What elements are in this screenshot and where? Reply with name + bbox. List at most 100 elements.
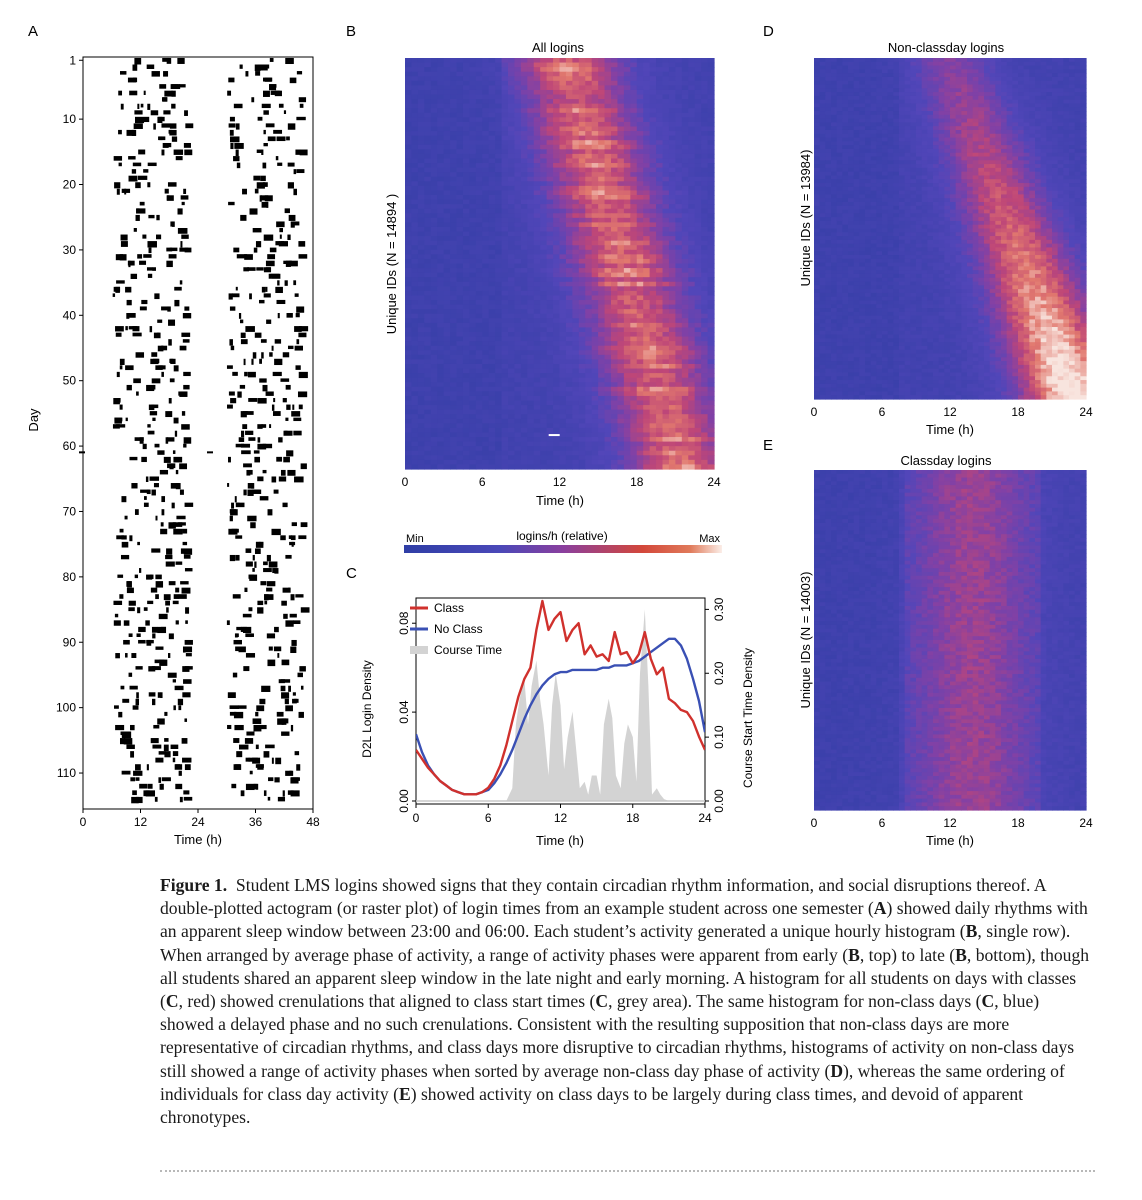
heat-cell [668,80,676,86]
heat-cell [617,195,625,201]
heat-cell [559,427,567,434]
heat-cell [643,208,651,214]
heat-cell [598,140,606,146]
heat-cell [643,181,651,187]
heat-cell [656,199,664,205]
login-mark [300,522,308,528]
heat-cell [456,67,464,73]
heat-cell [462,226,470,233]
heat-cell [707,405,715,411]
heat-cell [649,373,657,379]
heat-cell [430,345,438,351]
heat-cell [405,450,413,456]
heat-cell [649,208,657,214]
heat-cell [701,322,709,329]
login-mark [292,404,295,410]
heat-cell [540,236,548,242]
heat-cell [411,76,419,82]
heat-cell [559,149,567,155]
heat-cell [585,126,593,132]
login-mark [240,626,247,632]
heat-cell [437,217,445,223]
login-mark [285,384,291,390]
login-mark [275,156,279,161]
heat-cell [520,281,528,287]
heat-cell [675,163,683,169]
heat-cell [443,231,451,237]
heat-cell [611,167,619,173]
heat-cell [617,117,625,123]
heat-cell [656,158,664,164]
heat-cell [546,62,554,68]
login-mark [147,273,153,278]
heat-cell [495,290,503,297]
heat-cell [572,322,580,329]
heat-cell [475,121,483,128]
heat-cell [482,140,490,146]
heat-cell [469,236,477,242]
heat-cell [604,190,612,196]
login-mark [247,489,254,496]
heat-cell [553,382,561,388]
heat-cell [443,272,451,278]
y-tick-label: 30 [63,243,77,257]
heat-cell [604,172,612,178]
heat-cell [688,400,696,406]
heat-cell [656,85,664,91]
heat-cell [462,327,470,333]
heat-cell [520,295,528,301]
heat-cell [514,80,522,86]
heat-cell [572,437,580,443]
login-mark [143,90,146,96]
heat-cell [553,336,561,342]
heat-cell [475,386,483,392]
login-mark [293,430,302,436]
heat-cell [656,195,664,201]
heat-cell [450,336,458,342]
heat-cell [475,391,483,397]
login-mark [123,620,130,626]
heat-cell [585,254,593,260]
login-mark [152,633,156,639]
login-mark [148,666,156,672]
heat-cell [681,195,689,201]
heat-cell [462,409,470,415]
heat-cell [443,149,451,155]
heat-cell [707,350,715,356]
heat-cell [630,112,638,118]
heat-cell [623,400,631,406]
heat-cell [604,409,612,415]
heat-cell [636,290,644,297]
heat-cell [598,76,606,82]
login-mark [183,371,191,377]
heat-cell [540,62,548,68]
heat-cell [546,290,554,297]
heat-cell [553,245,561,251]
heat-cell [501,304,509,310]
heat-cell [443,437,451,443]
heat-cell [488,94,496,100]
heat-cell [630,149,638,155]
heat-cell [701,58,709,64]
heat-cell [591,373,599,379]
heat-cell [488,144,496,150]
heat-cell [430,213,438,219]
heat-cell [430,418,438,424]
heat-cell [553,190,561,196]
heat-cell [514,446,522,452]
heat-cell [488,217,496,223]
heat-cell [520,176,528,182]
heat-cell [630,121,638,128]
heat-cell [482,121,490,128]
heat-cell [482,58,490,64]
heat-cell [585,149,593,155]
heat-cell [540,117,548,123]
login-mark [254,561,257,568]
heat-cell [649,290,657,297]
heat-cell [649,217,657,223]
heat-cell [578,304,586,310]
heat-cell [591,94,599,100]
heat-cell [462,208,470,214]
heat-cell [559,172,567,178]
heat-cell [662,363,670,370]
